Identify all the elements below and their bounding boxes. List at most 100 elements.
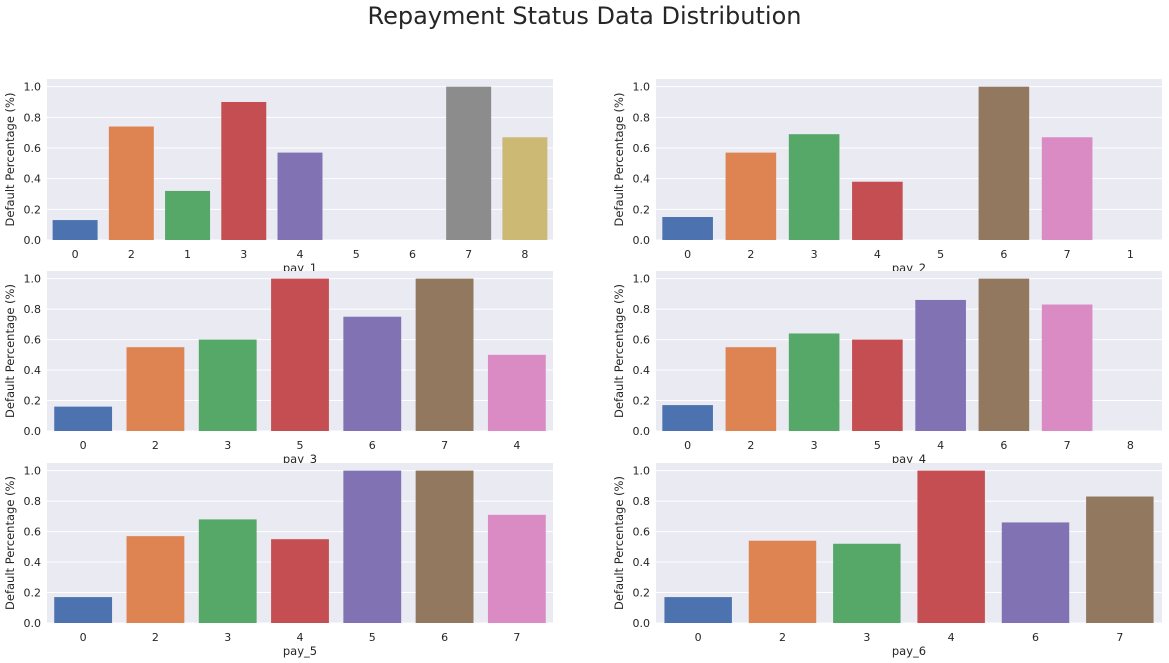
x-axis-label: pay_6 (892, 644, 926, 658)
bar-2 (126, 347, 185, 431)
x-axis-label: pay_3 (283, 452, 317, 466)
bar-3 (221, 102, 267, 240)
x-tick-label: 4 (948, 631, 955, 644)
y-tick-label: 0.0 (633, 425, 651, 438)
x-tick-label: 4 (297, 248, 304, 261)
y-tick-label: 1.0 (24, 81, 42, 94)
y-axis-label: Default Percentage (%) (612, 284, 626, 418)
x-tick-label: 1 (184, 248, 191, 261)
x-tick-label: 3 (224, 631, 231, 644)
y-tick-label: 0.0 (633, 617, 651, 630)
bar-2 (725, 347, 777, 431)
x-tick-label: 2 (152, 631, 159, 644)
chart-panel-5: 0.0 0.2 0.4 0.6 0.8 1.0 0 2 3 4 5 6 7 pay_5 Default Pe… (3, 463, 553, 658)
y-tick-label: 0.2 (24, 203, 42, 216)
bar-2 (126, 536, 185, 623)
x-tick-label: 4 (937, 439, 944, 452)
figure-title: Repayment Status Data Distribution (367, 2, 802, 30)
bar-4 (852, 181, 903, 240)
y-tick-label: 0.2 (633, 395, 651, 408)
x-tick-label: 5 (353, 248, 360, 261)
bar-3 (788, 134, 840, 240)
x-tick-label: 0 (684, 439, 691, 452)
chart-panel-4: 0.0 0.2 0.4 0.6 0.8 1.0 0 2 3 5 4 6 7 8 pay_4 Default P… (612, 271, 1162, 466)
y-tick-label: 0.2 (633, 203, 651, 216)
bar-3 (198, 519, 257, 623)
bar-4 (277, 152, 323, 240)
x-tick-label: 8 (1127, 439, 1134, 452)
y-tick-label: 1.0 (633, 273, 651, 286)
y-tick-label: 0.4 (24, 364, 42, 377)
bar-0 (664, 597, 732, 623)
y-tick-label: 0.6 (24, 334, 42, 347)
x-tick-label: 2 (128, 248, 135, 261)
y-tick-label: 0.8 (24, 111, 42, 124)
x-tick-label: 5 (297, 439, 304, 452)
x-tick-label: 6 (1000, 248, 1007, 261)
y-tick-label: 0.8 (24, 303, 42, 316)
y-tick-label: 0.6 (633, 526, 651, 539)
y-tick-label: 0.6 (24, 142, 42, 155)
x-tick-label: 7 (1116, 631, 1123, 644)
y-tick-label: 1.0 (24, 465, 42, 478)
y-tick-label: 0.4 (633, 364, 651, 377)
x-tick-label: 0 (695, 631, 702, 644)
x-tick-label: 6 (409, 248, 416, 261)
x-tick-label: 3 (224, 439, 231, 452)
x-tick-label: 6 (1032, 631, 1039, 644)
x-tick-label: 6 (369, 439, 376, 452)
x-tick-label: 4 (513, 439, 520, 452)
y-tick-label: 0.2 (24, 587, 42, 600)
bar-5 (343, 470, 402, 623)
y-axis-label: Default Percentage (%) (3, 284, 17, 418)
bar-4 (915, 299, 966, 431)
x-tick-label: 0 (684, 248, 691, 261)
bar-0 (662, 405, 713, 431)
x-tick-label: 8 (521, 248, 528, 261)
bar-4 (487, 354, 546, 431)
bar-5 (271, 278, 329, 431)
bar-6 (415, 470, 474, 623)
y-axis-label: Default Percentage (%) (3, 476, 17, 610)
y-axis-label: Default Percentage (%) (612, 476, 626, 610)
bar-8 (502, 137, 548, 240)
bar-2 (725, 152, 777, 240)
bar-0 (52, 220, 98, 240)
y-tick-label: 0.2 (24, 395, 42, 408)
y-tick-label: 0.4 (24, 556, 42, 569)
bar-6 (1001, 522, 1070, 623)
bar-3 (788, 333, 840, 431)
x-tick-label: 3 (240, 248, 247, 261)
bar-2 (748, 540, 817, 623)
x-tick-label: 2 (779, 631, 786, 644)
y-tick-label: 0.0 (24, 234, 42, 247)
y-tick-label: 0.4 (24, 173, 42, 186)
x-tick-label: 3 (811, 248, 818, 261)
bar-7 (1041, 137, 1093, 240)
x-tick-label: 5 (874, 439, 881, 452)
y-axis-label: Default Percentage (%) (3, 93, 17, 227)
x-tick-label: 2 (747, 248, 754, 261)
bar-7 (1041, 304, 1093, 431)
x-tick-label: 0 (72, 248, 79, 261)
bar-1 (165, 190, 211, 240)
y-tick-label: 0.8 (633, 111, 651, 124)
x-tick-label: 5 (937, 248, 944, 261)
bar-6 (978, 278, 1030, 431)
x-tick-label: 7 (465, 248, 472, 261)
x-tick-label: 0 (80, 439, 87, 452)
y-tick-label: 0.0 (633, 234, 651, 247)
x-tick-label: 1 (1127, 248, 1134, 261)
bar-6 (978, 86, 1030, 241)
bar-0 (54, 597, 113, 623)
x-tick-label: 6 (1000, 439, 1007, 452)
bar-2 (108, 126, 154, 240)
y-axis-label: Default Percentage (%) (612, 93, 626, 227)
y-tick-label: 0.2 (633, 587, 651, 600)
y-tick-label: 0.4 (633, 173, 651, 186)
x-axis-label: pay_5 (283, 644, 317, 658)
bar-3 (833, 543, 901, 623)
bar-0 (54, 406, 113, 431)
